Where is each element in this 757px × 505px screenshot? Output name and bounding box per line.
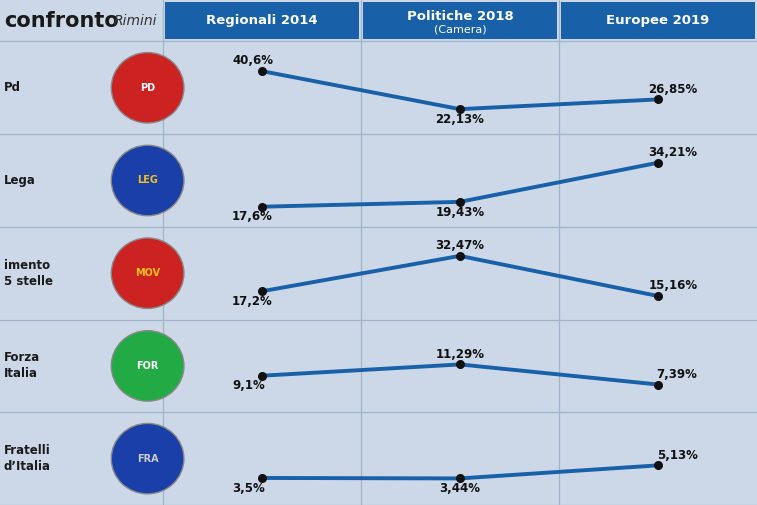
Text: 26,85%: 26,85% <box>648 83 698 96</box>
Text: 34,21%: 34,21% <box>649 146 698 159</box>
Ellipse shape <box>111 423 184 494</box>
Text: MOV: MOV <box>135 268 160 278</box>
FancyBboxPatch shape <box>165 2 359 39</box>
Text: Rimini: Rimini <box>114 14 157 28</box>
Text: Pd: Pd <box>4 81 20 94</box>
Text: (Camera): (Camera) <box>434 25 486 35</box>
Text: FRA: FRA <box>137 453 158 464</box>
Text: imento
5 stelle: imento 5 stelle <box>4 259 53 288</box>
Text: 11,29%: 11,29% <box>435 348 484 361</box>
Text: Lega: Lega <box>4 174 36 187</box>
Text: 5,13%: 5,13% <box>657 448 698 462</box>
Text: 17,6%: 17,6% <box>232 211 273 223</box>
Text: 22,13%: 22,13% <box>435 113 484 126</box>
Text: 9,1%: 9,1% <box>232 379 265 392</box>
Text: confronto: confronto <box>4 11 119 31</box>
Text: 17,2%: 17,2% <box>232 295 273 308</box>
Ellipse shape <box>111 238 184 309</box>
Text: Europee 2019: Europee 2019 <box>606 14 709 27</box>
Text: Regionali 2014: Regionali 2014 <box>206 14 318 27</box>
Text: 32,47%: 32,47% <box>435 239 484 252</box>
Text: 3,5%: 3,5% <box>232 482 265 495</box>
Text: 40,6%: 40,6% <box>232 55 273 67</box>
Text: 19,43%: 19,43% <box>435 206 484 219</box>
Ellipse shape <box>111 145 184 216</box>
FancyBboxPatch shape <box>0 0 757 41</box>
Text: 7,39%: 7,39% <box>657 368 698 381</box>
Text: Politiche 2018: Politiche 2018 <box>407 10 513 23</box>
FancyBboxPatch shape <box>363 2 556 39</box>
Ellipse shape <box>111 331 184 401</box>
Text: 15,16%: 15,16% <box>649 279 698 292</box>
Text: PD: PD <box>140 83 155 93</box>
Text: Forza
Italia: Forza Italia <box>4 351 40 380</box>
FancyBboxPatch shape <box>561 2 755 39</box>
Text: 3,44%: 3,44% <box>439 482 481 495</box>
Text: Fratelli
d’Italia: Fratelli d’Italia <box>4 444 51 473</box>
Text: LEG: LEG <box>137 175 158 185</box>
Text: FOR: FOR <box>136 361 159 371</box>
Ellipse shape <box>111 53 184 123</box>
